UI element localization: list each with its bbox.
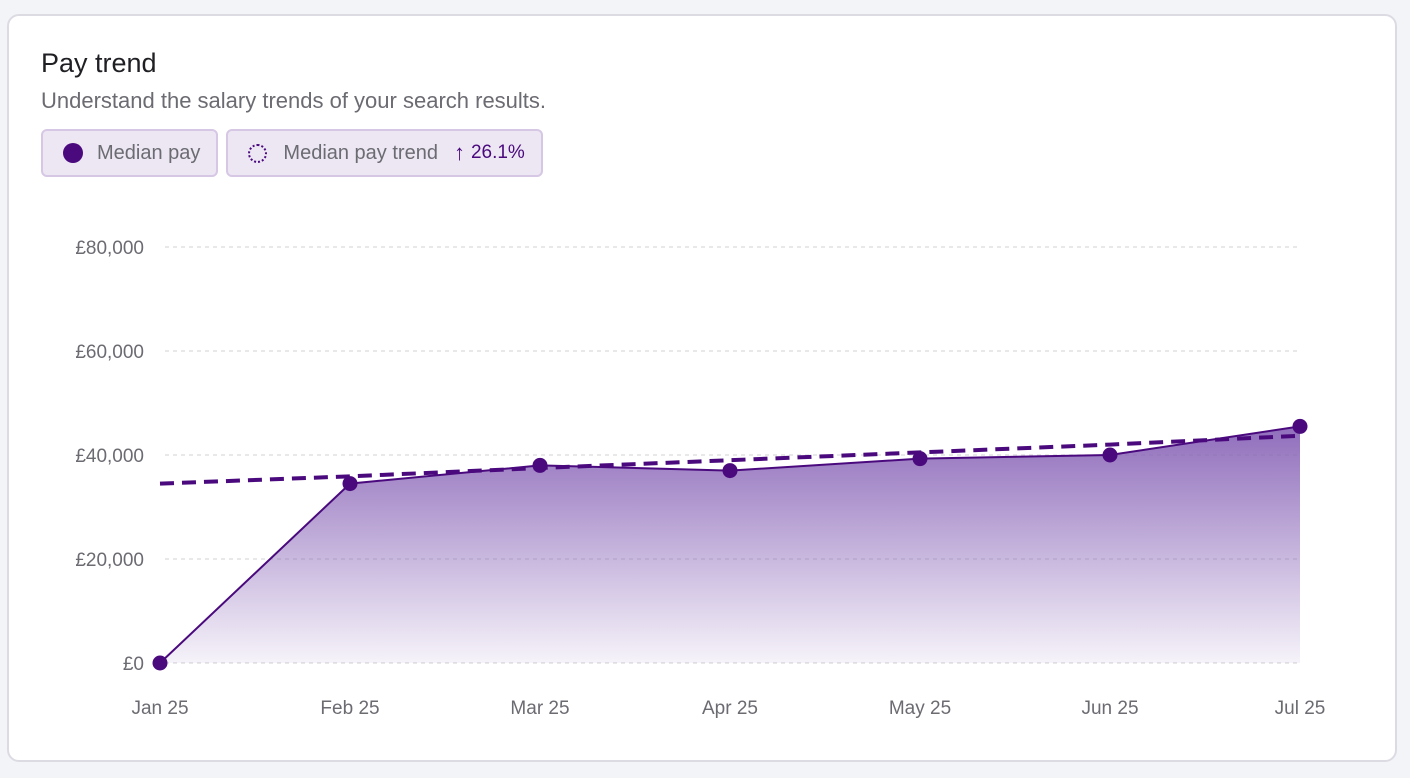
median-pay-point bbox=[1102, 447, 1118, 463]
legend-median-label: Median pay bbox=[97, 141, 201, 164]
x-tick-label: Feb 25 bbox=[320, 698, 379, 719]
y-axis-ticks: £0 £20,000 £40,000 £60,000 £80,000 bbox=[75, 238, 144, 675]
dashed-circle-icon bbox=[248, 143, 268, 163]
median-pay-point bbox=[532, 457, 548, 473]
median-pay-area bbox=[160, 426, 1300, 663]
y-tick-label: £80,000 bbox=[75, 238, 144, 259]
x-tick-label: Mar 25 bbox=[510, 698, 569, 719]
median-pay-point bbox=[722, 463, 738, 479]
area-layer bbox=[159, 425, 1301, 664]
card-subtitle: Understand the salary trends of your sea… bbox=[41, 88, 547, 113]
median-pay-trend-line bbox=[159, 433, 1301, 486]
y-tick-label: £20,000 bbox=[75, 550, 144, 571]
x-axis-ticks: Jan 25 Feb 25 Mar 25 Apr 25 May 25 Jun 25 Jul … bbox=[131, 698, 1325, 719]
chart-legend: Median pay Median pay trend ↑ 26.1% bbox=[41, 129, 543, 177]
median-pay-point bbox=[342, 476, 358, 492]
legend-median-pay[interactable]: Median pay bbox=[41, 129, 219, 177]
y-tick-label: £40,000 bbox=[75, 446, 144, 467]
median-pay-point bbox=[1292, 418, 1308, 434]
y-tick-label: £60,000 bbox=[75, 342, 144, 363]
trend-layer bbox=[159, 433, 1301, 486]
median-pay-point bbox=[152, 655, 168, 671]
point-layer bbox=[152, 418, 1308, 671]
median-pay-point bbox=[912, 451, 928, 467]
card-title: Pay trend bbox=[41, 48, 157, 78]
x-tick-label: Jan 25 bbox=[131, 698, 188, 719]
x-tick-label: Jun 25 bbox=[1081, 698, 1138, 719]
x-tick-label: May 25 bbox=[889, 698, 951, 719]
trend-change-value: 26.1% bbox=[470, 142, 525, 163]
x-tick-label: Apr 25 bbox=[702, 698, 758, 719]
legend-trend-label: Median pay trend bbox=[283, 141, 438, 164]
x-tick-label: Jul 25 bbox=[1275, 698, 1326, 719]
legend-median-pay-trend[interactable]: Median pay trend ↑ 26.1% bbox=[226, 129, 543, 177]
filled-circle-icon bbox=[63, 143, 83, 163]
arrow-up-icon: ↑ bbox=[453, 140, 465, 165]
y-tick-label: £0 bbox=[123, 654, 144, 675]
